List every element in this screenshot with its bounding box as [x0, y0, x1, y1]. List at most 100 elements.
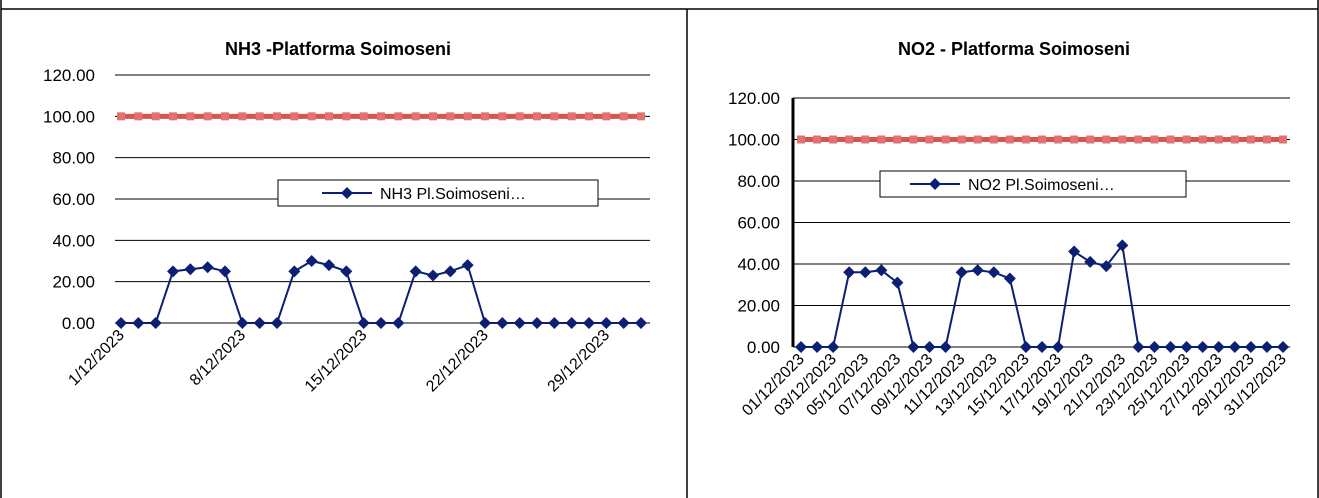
x-tick-label: 22/12/2023	[423, 327, 492, 396]
limit-point	[203, 112, 212, 121]
series-line	[121, 259, 641, 324]
limit-point	[377, 112, 385, 121]
y-tick-label: 20.00	[737, 297, 780, 316]
data-point	[513, 317, 526, 329]
limit-point	[1246, 135, 1255, 144]
data-point	[1116, 239, 1129, 252]
data-point	[167, 265, 179, 278]
limit-series	[797, 135, 1287, 144]
data-point	[859, 266, 872, 279]
data-point	[891, 276, 904, 289]
no2-chart: NO2 - Platforma Soimoseni 0.00 20.00 40.00…	[728, 39, 1290, 419]
data-point	[1003, 272, 1016, 285]
y-tick-label: 60.00	[52, 190, 95, 209]
limit-point	[394, 112, 403, 121]
limit-point	[829, 135, 838, 144]
data-point	[253, 317, 266, 329]
x-tick-label: 29/12/2023	[545, 327, 614, 396]
gridlines	[791, 97, 1290, 348]
data-point	[1068, 245, 1081, 258]
data-point	[219, 265, 231, 278]
limit-point	[273, 112, 281, 121]
x-tick-label: 1/12/2023	[65, 327, 127, 389]
limit-point	[221, 112, 229, 121]
legend-label: NO2 Pl.Soimoseni…	[968, 177, 1115, 194]
limit-point	[893, 135, 902, 144]
legend-marker	[929, 178, 941, 190]
data-point	[548, 317, 561, 329]
data-point	[115, 317, 127, 329]
limit-point	[550, 112, 559, 121]
series-line	[801, 242, 1283, 348]
data-point	[795, 341, 807, 353]
legend: NO2 Pl.Soimoseni…	[879, 170, 1187, 198]
y-tick-label: 100.00	[728, 131, 780, 150]
limit-series	[117, 112, 645, 121]
limit-point	[1102, 135, 1111, 144]
limit-point	[602, 112, 611, 121]
data-point	[201, 261, 214, 274]
data-point	[811, 341, 824, 353]
limit-point	[585, 112, 593, 121]
y-tick-label: 0.00	[747, 338, 780, 357]
data-point	[1052, 341, 1065, 353]
y-tick-label: 40.00	[737, 255, 780, 274]
data-point	[600, 317, 613, 329]
limit-point	[973, 135, 982, 144]
data-point	[149, 317, 162, 329]
limit-point	[515, 112, 524, 121]
data-point	[392, 317, 405, 329]
limit-point	[117, 112, 125, 121]
limit-point	[909, 135, 918, 144]
data-point	[923, 341, 936, 353]
data-point	[132, 317, 145, 329]
data-point	[323, 259, 335, 272]
limit-point	[1198, 135, 1207, 144]
limit-point	[1182, 135, 1191, 144]
y-tick-label: 100.00	[43, 107, 95, 126]
data-point	[288, 265, 301, 278]
limit-point	[446, 112, 455, 121]
limit-point	[1166, 135, 1175, 144]
limit-point	[1086, 135, 1095, 144]
data-point	[1019, 341, 1032, 353]
limit-point	[255, 112, 264, 121]
x-tick-label: 8/12/2023	[187, 327, 249, 389]
data-point	[1036, 341, 1048, 353]
limit-point	[957, 135, 966, 144]
data-point	[1180, 341, 1193, 353]
data-point	[955, 266, 968, 279]
limit-point	[169, 112, 177, 121]
limit-point	[325, 112, 333, 121]
data-point	[1212, 341, 1225, 353]
limit-point	[359, 112, 368, 121]
limit-point	[637, 112, 645, 121]
limit-point	[463, 112, 472, 121]
limit-point	[1038, 135, 1046, 144]
limit-point	[290, 112, 299, 121]
limit-point	[989, 135, 998, 144]
data-point	[1244, 341, 1257, 353]
limit-point	[1005, 135, 1014, 144]
y-tick-label: 60.00	[737, 214, 780, 233]
data-series	[115, 255, 647, 329]
limit-point	[186, 112, 195, 121]
limit-point	[877, 135, 886, 144]
data-point	[357, 317, 370, 329]
data-point	[1260, 341, 1273, 353]
data-point	[875, 264, 888, 277]
data-point	[1084, 255, 1097, 268]
data-point	[531, 317, 543, 329]
chart-title: NO2 - Platforma Soimoseni	[898, 39, 1130, 59]
data-point	[409, 265, 422, 278]
data-series	[795, 239, 1289, 353]
limit-point	[498, 112, 507, 121]
limit-point	[619, 112, 628, 121]
data-point	[583, 317, 595, 329]
chart-title: NH3 -Platforma Soimoseni	[225, 39, 451, 59]
nh3-chart: NH3 -Platforma Soimoseni 0.00 20.00 40.00 6…	[43, 39, 650, 395]
limit-point	[238, 112, 247, 121]
y-tick-label: 40.00	[52, 231, 95, 250]
data-point	[1277, 341, 1289, 353]
limit-point	[151, 112, 160, 121]
